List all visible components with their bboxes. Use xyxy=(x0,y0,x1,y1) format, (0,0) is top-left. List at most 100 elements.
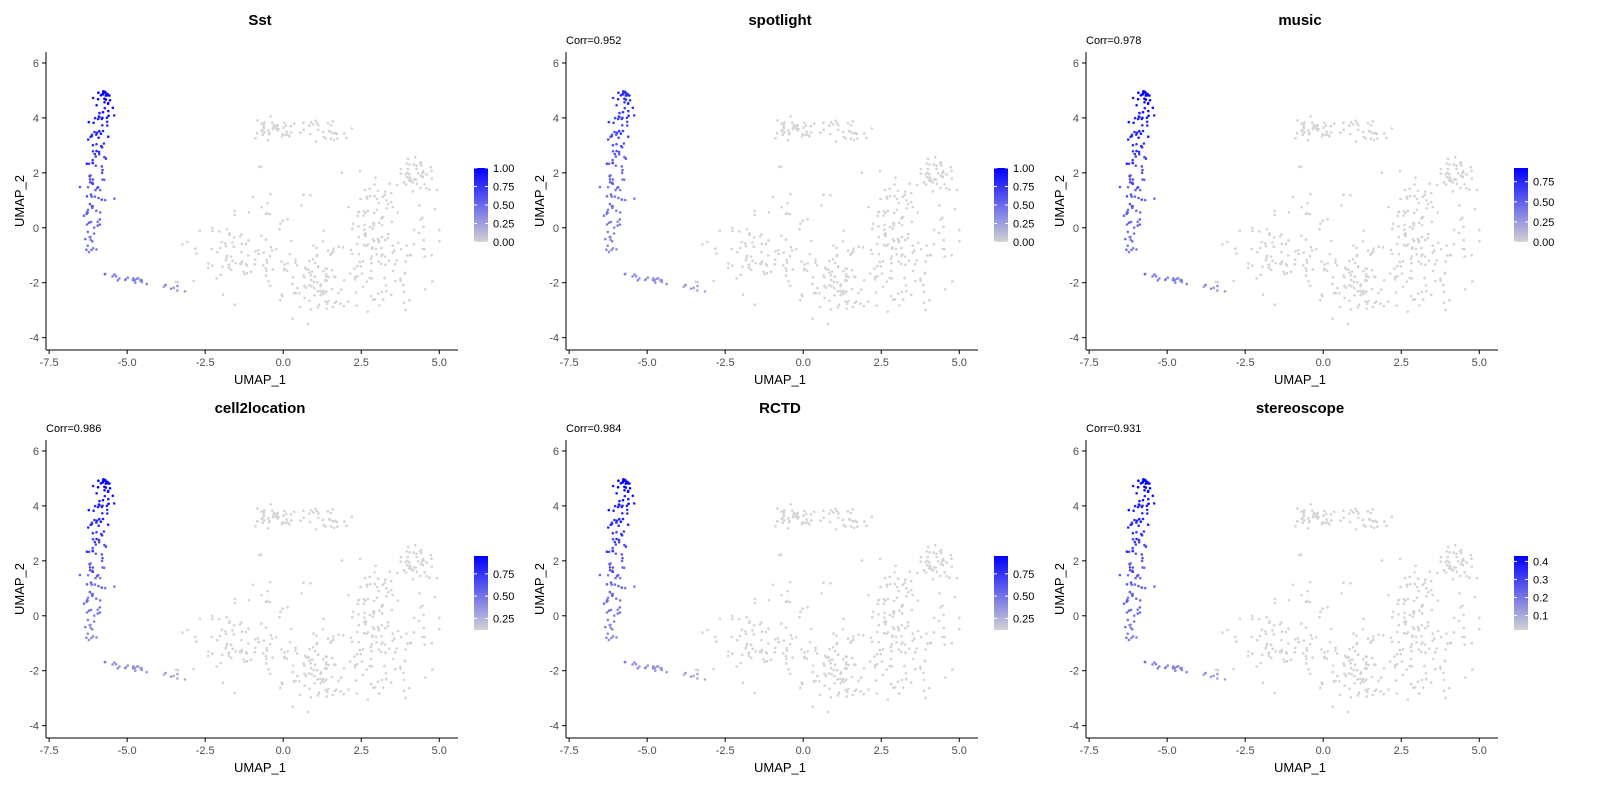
scatter-point xyxy=(1461,604,1464,607)
scatter-point xyxy=(605,195,609,198)
scatter-point xyxy=(626,512,629,515)
scatter-point xyxy=(1355,509,1359,513)
scatter-point xyxy=(1321,295,1324,298)
scatter-point xyxy=(254,137,257,140)
scatter-point xyxy=(108,482,111,485)
scatter-point xyxy=(1324,512,1328,516)
scatter-point xyxy=(406,171,409,175)
scatter-point xyxy=(1463,676,1467,679)
scatter-point xyxy=(860,559,864,562)
scatter-point xyxy=(607,609,611,612)
scatter-point xyxy=(1126,244,1129,247)
scatter-point xyxy=(317,124,320,127)
scatter-point xyxy=(916,211,920,214)
scatter-point xyxy=(262,511,266,514)
scatter-point xyxy=(665,670,668,674)
scatter-point xyxy=(1125,223,1129,226)
scatter-point xyxy=(291,705,294,708)
scatter-point xyxy=(1358,677,1362,681)
scatter-point xyxy=(1395,662,1399,666)
scatter-point xyxy=(607,638,611,642)
scatter-point xyxy=(107,109,110,113)
legend-tick-label: 0.25 xyxy=(1013,219,1034,231)
scatter-point xyxy=(609,626,612,629)
scatter-point xyxy=(1302,251,1306,254)
scatter-point xyxy=(1128,181,1132,184)
scatter-point xyxy=(765,652,769,655)
scatter-point xyxy=(1129,626,1132,629)
scatter-point xyxy=(1357,691,1361,694)
scatter-point xyxy=(942,559,945,562)
scatter-point xyxy=(749,656,753,660)
scatter-point xyxy=(613,583,617,586)
scatter-point xyxy=(240,648,244,651)
scatter-point xyxy=(421,216,424,219)
scatter-point xyxy=(828,520,832,524)
scatter-point xyxy=(616,485,620,489)
scatter-point xyxy=(370,277,374,280)
scatter-point xyxy=(1445,550,1448,553)
scatter-point xyxy=(1272,245,1275,248)
scatter-point xyxy=(1334,679,1337,683)
scatter-point xyxy=(408,254,412,257)
scatter-point xyxy=(402,290,406,294)
scatter-point xyxy=(1141,481,1145,484)
scatter-point xyxy=(939,186,942,190)
scatter-point xyxy=(1424,238,1427,242)
scatter-point xyxy=(376,189,380,192)
scatter-point xyxy=(210,635,213,639)
scatter-point xyxy=(1151,494,1155,498)
scatter-point xyxy=(1209,675,1213,678)
scatter-point xyxy=(420,551,423,555)
scatter-point xyxy=(1216,672,1219,676)
scatter-point xyxy=(1291,195,1295,199)
scatter-point xyxy=(1423,193,1426,197)
scatter-point xyxy=(958,228,961,232)
scatter-point xyxy=(377,609,381,612)
scatter-point xyxy=(806,262,809,265)
scatter-point xyxy=(1265,228,1268,231)
scatter-point xyxy=(96,117,100,121)
scatter-point xyxy=(316,694,320,697)
scatter-point xyxy=(405,632,408,635)
scatter-point xyxy=(899,650,903,654)
scatter-point xyxy=(1142,566,1146,570)
scatter-point xyxy=(1125,550,1129,553)
x-tick-label: -7.5 xyxy=(560,745,579,757)
scatter-point xyxy=(1138,211,1142,214)
scatter-point xyxy=(776,637,780,640)
scatter-point xyxy=(609,581,613,584)
correlation-label: Corr=0.984 xyxy=(566,423,621,435)
scatter-point xyxy=(303,284,306,288)
scatter-point xyxy=(1132,620,1136,623)
scatter-point xyxy=(859,302,862,305)
scatter-point xyxy=(861,634,865,637)
scatter-point xyxy=(1264,632,1268,636)
scatter-point xyxy=(883,616,886,619)
scatter-point xyxy=(343,520,346,523)
y-tick-label: 4 xyxy=(1073,501,1079,513)
scatter-point xyxy=(294,258,297,262)
scatter-point xyxy=(272,513,275,517)
panel-title: spotlight xyxy=(748,12,811,29)
scatter-point xyxy=(402,671,405,675)
scatter-point xyxy=(1413,298,1417,301)
scatter-point xyxy=(386,236,390,240)
scatter-point xyxy=(636,667,640,670)
scatter-point xyxy=(1342,193,1345,196)
scatter-point xyxy=(901,686,905,689)
scatter-point xyxy=(1326,650,1329,653)
scatter-point xyxy=(796,511,799,515)
scatter-point xyxy=(86,230,90,234)
scatter-point xyxy=(284,124,288,128)
scatter-point xyxy=(627,502,630,506)
scatter-point xyxy=(1364,678,1368,681)
scatter-point xyxy=(1128,566,1132,569)
scatter-point xyxy=(1478,239,1481,243)
scatter-point xyxy=(112,114,116,117)
scatter-point xyxy=(845,279,849,283)
scatter-point xyxy=(411,569,415,572)
scatter-point xyxy=(789,192,792,196)
scatter-point xyxy=(1304,600,1308,604)
scatter-point xyxy=(1180,666,1183,670)
